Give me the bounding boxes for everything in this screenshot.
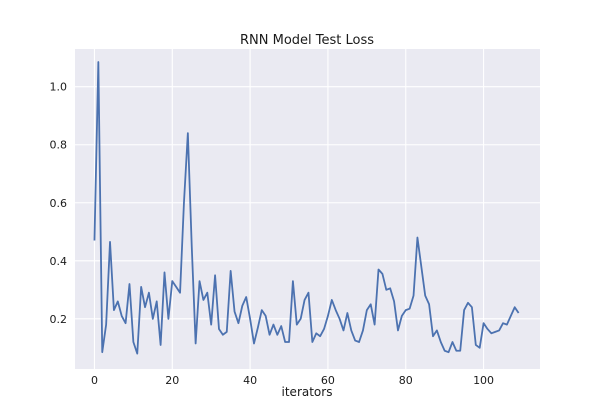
y-tick-label: 0.8 — [50, 139, 68, 152]
x-tick-label: 60 — [321, 374, 335, 387]
x-tick-label: 40 — [243, 374, 257, 387]
chart-title: RNN Model Test Loss — [240, 33, 374, 48]
series-line — [93, 61, 520, 355]
x-axis-ticks: 0 20 40 60 80 100 — [91, 374, 494, 387]
y-tick-label: 0.2 — [50, 313, 68, 326]
x-tick-label: 100 — [473, 374, 494, 387]
x-tick-label: 0 — [91, 374, 98, 387]
series-layer — [93, 61, 520, 355]
x-axis-label: iterators — [282, 385, 333, 399]
x-tick-label: 20 — [165, 374, 179, 387]
y-axis-ticks: 0.2 0.4 0.6 0.8 1.0 — [50, 81, 68, 326]
plot-area — [75, 49, 540, 369]
x-tick-label: 80 — [399, 374, 413, 387]
y-tick-label: 0.6 — [50, 197, 68, 210]
y-tick-label: 0.4 — [50, 255, 68, 268]
y-tick-label: 1.0 — [50, 81, 68, 94]
